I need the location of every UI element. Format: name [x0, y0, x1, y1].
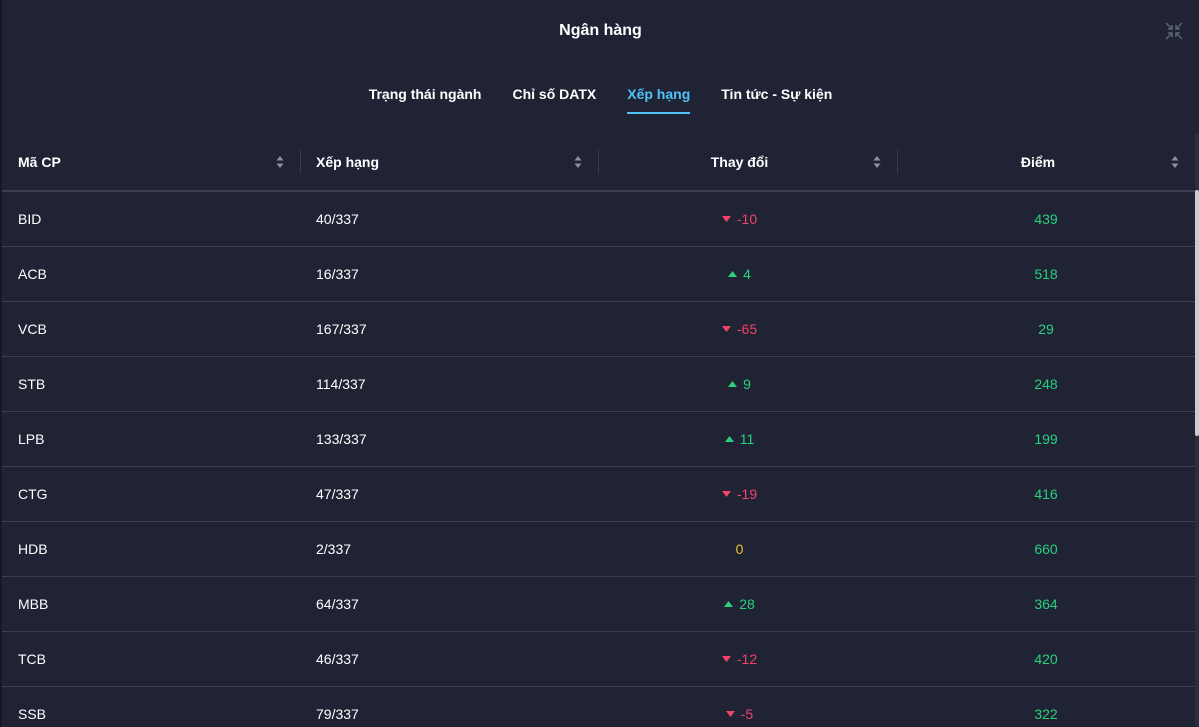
table-row[interactable]: TCB 46/337 -12 420 [2, 632, 1195, 687]
column-header-change-label: Thay đổi [710, 154, 769, 170]
triangle-down-icon [721, 656, 731, 662]
tab-datx-index[interactable]: Chỉ số DATX [512, 86, 597, 102]
rank-change: -5 [598, 706, 897, 722]
score-value: 416 [1034, 486, 1058, 502]
triangle-down-icon [721, 491, 731, 497]
table-row[interactable]: CTG 47/337 -19 416 [2, 467, 1195, 522]
change-value: 11 [739, 431, 755, 447]
table-body: BID 40/337 -10 439 ACB 16/337 4 518 VCB 167/337 -6… [2, 192, 1195, 727]
score-value: 518 [1034, 266, 1058, 282]
change-value: 9 [743, 376, 751, 392]
rank-value: 46/337 [316, 651, 359, 667]
collapse-icon[interactable] [1165, 22, 1183, 40]
rank-change: -12 [598, 651, 897, 667]
modal-title: Ngân hàng [559, 22, 642, 39]
triangle-down-icon [721, 216, 731, 222]
stock-code: VCB [18, 321, 47, 337]
change-value: 0 [735, 541, 744, 557]
score-value: 29 [1038, 321, 1054, 337]
triangle-up-icon [728, 381, 738, 387]
stock-code: SSB [18, 706, 47, 722]
sort-icon[interactable] [574, 155, 582, 169]
column-divider [897, 150, 898, 174]
triangle-up-icon [724, 601, 734, 607]
stock-code: CTG [18, 486, 48, 502]
triangle-up-icon [728, 271, 738, 277]
rank-change: -65 [598, 321, 897, 337]
stock-code: STB [18, 376, 46, 392]
rank-change: 28 [598, 596, 897, 612]
table-row[interactable]: ACB 16/337 4 518 [2, 247, 1195, 302]
rank-change: 4 [598, 266, 897, 282]
column-divider [300, 150, 301, 174]
change-value: 4 [743, 266, 751, 282]
ranking-table: Mã CP Xếp hạng Thay đổi Điểm BID 40/337 -1… [2, 134, 1195, 727]
change-value: -12 [736, 651, 758, 667]
change-value: -5 [740, 706, 754, 722]
stock-code: BID [18, 211, 42, 227]
table-row[interactable]: MBB 64/337 28 364 [2, 577, 1195, 632]
column-header-score-label: Điểm [1020, 154, 1056, 170]
rank-change: 9 [598, 376, 897, 392]
column-header-code-label: Mã CP [18, 154, 61, 170]
score-value: 248 [1034, 376, 1058, 392]
stock-code: LPB [18, 431, 45, 447]
rank-value: 167/337 [316, 321, 367, 337]
rank-change: -10 [598, 211, 897, 227]
background-edge [0, 0, 2, 727]
change-value: -10 [736, 211, 758, 227]
stock-code: MBB [18, 596, 49, 612]
sort-icon[interactable] [1171, 155, 1179, 169]
triangle-down-icon [721, 326, 731, 332]
stock-code: ACB [18, 266, 47, 282]
rank-value: 2/337 [316, 541, 352, 557]
score-value: 364 [1034, 596, 1058, 612]
triangle-down-icon [725, 711, 735, 717]
rank-value: 64/337 [316, 596, 359, 612]
rank-change: 0 [598, 541, 897, 557]
column-divider [598, 150, 599, 174]
score-value: 322 [1034, 706, 1058, 722]
tab-bar: Trạng thái ngành Chỉ số DATX Xếp hạng Ti… [2, 86, 1199, 114]
stock-code: TCB [18, 651, 46, 667]
tab-news-events[interactable]: Tin tức - Sự kiện [721, 86, 833, 102]
score-value: 439 [1034, 211, 1058, 227]
rank-value: 133/337 [316, 431, 367, 447]
table-row[interactable]: STB 114/337 9 248 [2, 357, 1195, 412]
rank-value: 47/337 [316, 486, 359, 502]
rank-change: 11 [598, 431, 897, 447]
change-value: 28 [739, 596, 755, 612]
column-header-score[interactable]: Điểm [897, 134, 1195, 190]
tab-industry-status[interactable]: Trạng thái ngành [368, 86, 482, 102]
stock-code: HDB [18, 541, 48, 557]
column-header-change[interactable]: Thay đổi [598, 134, 897, 190]
column-header-rank-label: Xếp hạng [316, 154, 380, 170]
score-value: 199 [1034, 431, 1058, 447]
score-value: 660 [1034, 541, 1058, 557]
table-row[interactable]: BID 40/337 -10 439 [2, 192, 1195, 247]
table-row[interactable]: LPB 133/337 11 199 [2, 412, 1195, 467]
sort-icon[interactable] [873, 155, 881, 169]
triangle-up-icon [724, 436, 734, 442]
change-value: -19 [736, 486, 758, 502]
column-header-rank[interactable]: Xếp hạng [300, 134, 598, 190]
rank-value: 114/337 [316, 376, 366, 392]
score-value: 420 [1034, 651, 1058, 667]
table-header: Mã CP Xếp hạng Thay đổi Điểm [2, 134, 1195, 192]
tab-ranking[interactable]: Xếp hạng [627, 86, 691, 114]
table-row[interactable]: VCB 167/337 -65 29 [2, 302, 1195, 357]
scrollbar-thumb[interactable] [1195, 190, 1199, 436]
table-row[interactable]: HDB 2/337 0 660 [2, 522, 1195, 577]
sort-icon[interactable] [276, 155, 284, 169]
rank-change: -19 [598, 486, 897, 502]
change-value: -65 [736, 321, 758, 337]
column-header-code[interactable]: Mã CP [2, 134, 300, 190]
rank-value: 16/337 [316, 266, 359, 282]
table-row[interactable]: SSB 79/337 -5 322 [2, 687, 1195, 727]
rank-value: 79/337 [316, 706, 359, 722]
rank-value: 40/337 [316, 211, 359, 227]
